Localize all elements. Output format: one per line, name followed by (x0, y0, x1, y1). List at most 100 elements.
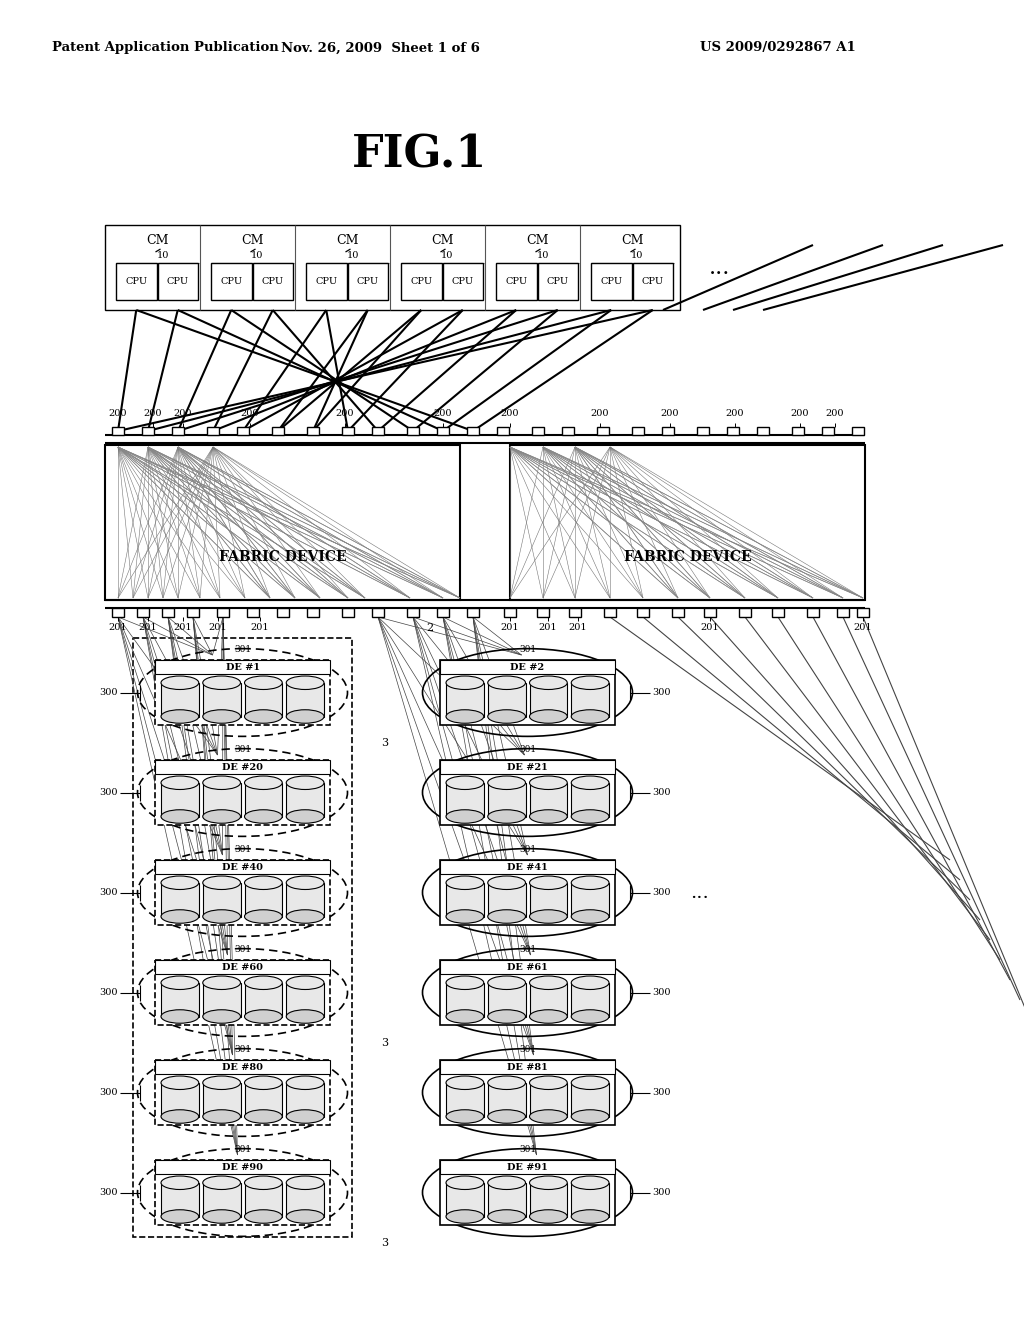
Text: DE #80: DE #80 (222, 1063, 263, 1072)
Text: DE #21: DE #21 (507, 763, 548, 771)
Bar (437, 609, 449, 616)
Text: CM: CM (622, 235, 644, 248)
Bar (529, 783, 567, 817)
Bar (161, 682, 199, 717)
Bar (446, 682, 483, 717)
Bar (538, 263, 578, 300)
Text: 200: 200 (660, 408, 679, 417)
Bar (487, 883, 525, 916)
Bar (112, 609, 124, 616)
Ellipse shape (161, 776, 199, 789)
Bar (278, 609, 289, 616)
Ellipse shape (161, 1209, 199, 1224)
Ellipse shape (245, 876, 283, 890)
Ellipse shape (245, 1110, 283, 1123)
Bar (161, 883, 199, 916)
Bar (446, 1082, 483, 1117)
Bar (161, 1082, 199, 1117)
Ellipse shape (287, 809, 324, 824)
Bar (852, 426, 864, 436)
Bar (162, 609, 174, 616)
Text: 200: 200 (591, 408, 609, 417)
Text: CPU: CPU (642, 277, 664, 286)
Text: 301: 301 (519, 945, 536, 954)
Text: 300: 300 (652, 688, 671, 697)
Text: 301: 301 (519, 1146, 536, 1155)
Text: CPU: CPU (547, 277, 568, 286)
Bar (112, 426, 124, 436)
Ellipse shape (203, 676, 241, 689)
Bar (245, 682, 283, 717)
Bar (245, 883, 283, 916)
Ellipse shape (487, 776, 525, 789)
Bar (571, 883, 609, 916)
Ellipse shape (571, 710, 609, 723)
Bar (203, 983, 241, 1016)
Ellipse shape (161, 809, 199, 824)
Bar (571, 983, 609, 1016)
Text: 301: 301 (233, 645, 251, 655)
Bar (161, 1183, 199, 1217)
Text: 300: 300 (652, 888, 671, 898)
Text: 300: 300 (652, 1088, 671, 1097)
Text: 201: 201 (539, 623, 557, 632)
Ellipse shape (487, 710, 525, 723)
Bar (342, 426, 354, 436)
Text: DE #41: DE #41 (507, 862, 548, 871)
Text: 201: 201 (501, 623, 519, 632)
Text: 200: 200 (434, 408, 453, 417)
Bar (142, 426, 154, 436)
Ellipse shape (487, 1010, 525, 1023)
Ellipse shape (203, 809, 241, 824)
Ellipse shape (571, 1010, 609, 1023)
Ellipse shape (446, 975, 483, 990)
Text: CPU: CPU (600, 277, 623, 286)
Bar (133, 638, 352, 1237)
Ellipse shape (161, 975, 199, 990)
Bar (487, 983, 525, 1016)
Ellipse shape (245, 809, 283, 824)
Bar (529, 983, 567, 1016)
Bar (211, 263, 252, 300)
Bar (837, 609, 849, 616)
Bar (155, 861, 330, 874)
Bar (440, 1160, 615, 1173)
Bar (440, 861, 615, 874)
Ellipse shape (529, 876, 567, 890)
Ellipse shape (571, 876, 609, 890)
Ellipse shape (529, 809, 567, 824)
Ellipse shape (446, 1010, 483, 1023)
Bar (440, 960, 615, 1026)
Text: 200: 200 (501, 408, 519, 417)
Text: 200: 200 (336, 408, 354, 417)
Bar (857, 609, 869, 616)
Text: 300: 300 (652, 788, 671, 797)
Text: DE #1: DE #1 (225, 663, 259, 672)
Text: 201: 201 (854, 623, 872, 632)
Bar (245, 1183, 283, 1217)
Ellipse shape (245, 776, 283, 789)
Bar (155, 1160, 330, 1225)
Text: 201: 201 (251, 623, 269, 632)
Bar (245, 983, 283, 1016)
Text: CPU: CPU (505, 277, 527, 286)
Text: 201: 201 (700, 623, 719, 632)
Text: ...: ... (690, 883, 710, 902)
Ellipse shape (529, 710, 567, 723)
Text: DE #60: DE #60 (222, 962, 263, 972)
Ellipse shape (446, 776, 483, 789)
Ellipse shape (161, 909, 199, 923)
Bar (569, 609, 581, 616)
Text: 3: 3 (381, 1238, 388, 1247)
Text: 10: 10 (632, 252, 644, 260)
Text: 3: 3 (381, 738, 388, 747)
Bar (467, 426, 479, 436)
Ellipse shape (287, 776, 324, 789)
Ellipse shape (245, 676, 283, 689)
Bar (245, 1082, 283, 1117)
Bar (342, 609, 354, 616)
Bar (203, 783, 241, 817)
Bar (347, 263, 388, 300)
Text: US 2009/0292867 A1: US 2009/0292867 A1 (700, 41, 856, 54)
Bar (158, 263, 198, 300)
